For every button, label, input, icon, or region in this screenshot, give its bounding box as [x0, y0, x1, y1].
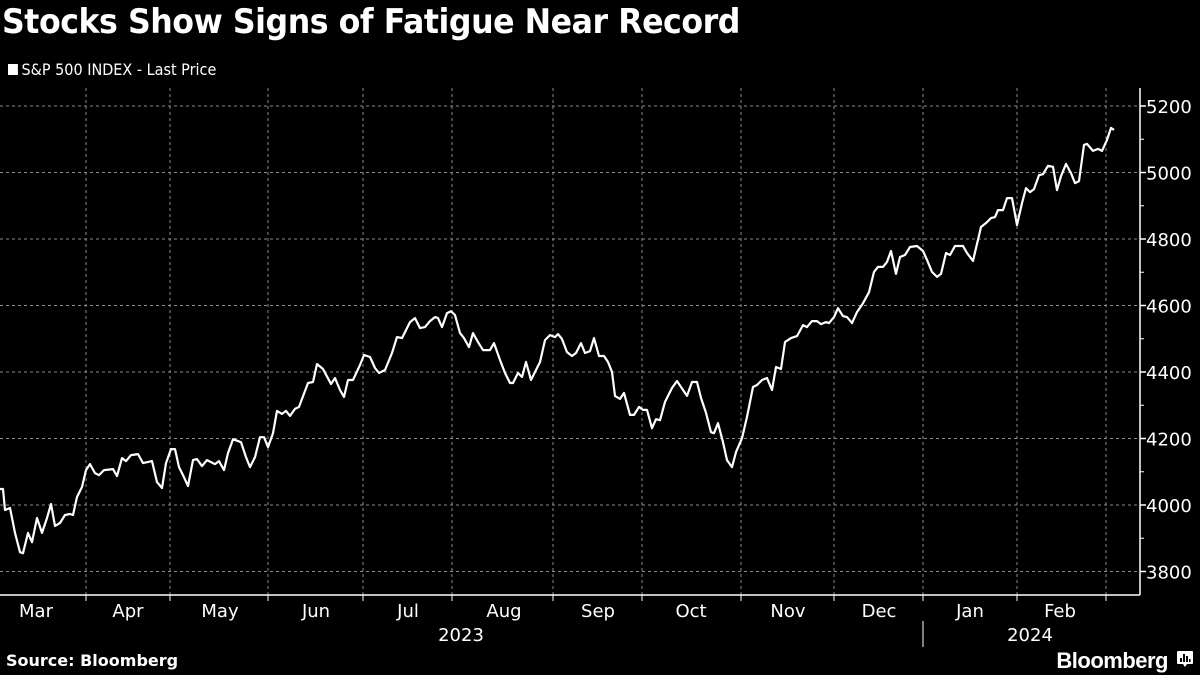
legend: S&P 500 INDEX - Last Price	[8, 60, 216, 79]
axis-labels: 3800 4000 4200 4400 4600 4800 5000 5200 Mar Apr Ma…	[19, 97, 1192, 646]
x-month-label: Sep	[581, 601, 615, 622]
x-month-label: Jul	[396, 601, 419, 622]
y-tick-label: 4600	[1146, 297, 1192, 318]
x-year-label: 2023	[438, 625, 484, 646]
x-year-label: 2024	[1007, 625, 1053, 646]
legend-swatch-icon	[8, 64, 18, 75]
x-month-label: Dec	[862, 601, 897, 622]
x-month-label: Mar	[19, 601, 54, 622]
x-month-label: Aug	[486, 601, 521, 622]
axes	[0, 88, 1146, 647]
gridlines	[0, 88, 1140, 595]
source-note: Source: Bloomberg	[6, 651, 179, 670]
y-tick-label: 3800	[1146, 563, 1192, 584]
x-month-label: Apr	[112, 601, 144, 622]
chart-title: Stocks Show Signs of Fatigue Near Record	[2, 2, 740, 42]
x-month-label: May	[201, 601, 239, 622]
y-tick-label: 4000	[1146, 496, 1192, 517]
bloomberg-chart-icon	[1177, 651, 1193, 667]
y-tick-label: 5000	[1146, 164, 1192, 185]
y-tick-label: 4800	[1146, 230, 1192, 251]
x-month-label: Feb	[1044, 601, 1076, 622]
bloomberg-logo: Bloomberg	[1056, 648, 1168, 673]
legend-label: S&P 500 INDEX - Last Price	[21, 60, 217, 79]
x-month-label: Oct	[675, 601, 706, 622]
y-tick-label: 4200	[1146, 430, 1192, 451]
y-tick-label: 5200	[1146, 97, 1192, 118]
x-month-label: Jan	[955, 601, 984, 622]
x-month-label: Nov	[770, 601, 805, 622]
sp500-price-line	[0, 126, 1115, 555]
y-tick-label: 4400	[1146, 363, 1192, 384]
x-month-label: Jun	[301, 601, 330, 622]
